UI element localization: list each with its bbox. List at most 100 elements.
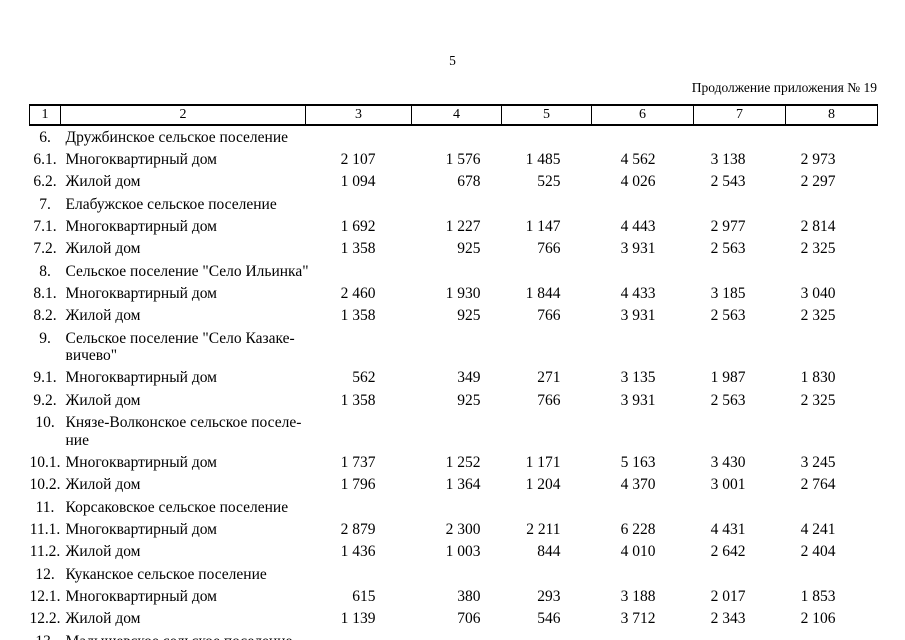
cell-value: 615 xyxy=(352,588,376,606)
cell-value xyxy=(306,563,412,585)
row-number: 10.1. xyxy=(29,453,61,471)
cell-value: 4 241 xyxy=(800,520,836,538)
row-label: Жилой дом xyxy=(61,474,306,496)
cell-value: 2 343 xyxy=(710,610,746,628)
cell-value: 4 370 xyxy=(620,476,656,494)
section-row: 8. Сельское поселение "Село Ильинка" xyxy=(30,260,878,282)
row-label: Корсаковское сельское поселение xyxy=(61,496,306,518)
cell-value: 3 931 xyxy=(620,240,656,258)
cell-value xyxy=(786,563,878,585)
cell-value xyxy=(694,630,786,640)
cell-value: 3 931 xyxy=(620,307,656,325)
cell-value: 2 325 xyxy=(800,391,836,409)
row-label-text: ние xyxy=(65,431,89,449)
row-label: Многоквартирный дом xyxy=(61,283,306,305)
cell-value: 3 001 xyxy=(710,476,746,494)
cell-value xyxy=(694,193,786,215)
row-label-text: Многоквартирный дом xyxy=(65,520,217,538)
cell-value xyxy=(502,630,592,640)
cell-value: 1 830 xyxy=(800,369,836,387)
cell-value xyxy=(592,630,694,640)
cell-value: 1 987 xyxy=(710,369,746,387)
cell-value: 2 764 xyxy=(800,476,836,494)
cell-value xyxy=(694,496,786,518)
row-number: 7. xyxy=(39,195,51,213)
cell-value: 1 139 xyxy=(340,610,376,628)
row-label-text: Многоквартирный дом xyxy=(65,285,217,303)
cell-value: 766 xyxy=(537,391,561,409)
row-number: 11. xyxy=(35,498,55,516)
cell-value: 1 796 xyxy=(340,476,376,494)
column-header-7: 7 xyxy=(693,104,786,126)
cell-value xyxy=(592,412,694,452)
cell-value: 1 227 xyxy=(445,217,481,235)
row-number: 8.2. xyxy=(33,307,57,325)
cell-value: 293 xyxy=(537,588,561,606)
cell-value: 925 xyxy=(457,240,481,258)
cell-value: 2 563 xyxy=(710,391,746,409)
cell-value: 4 443 xyxy=(620,217,656,235)
cell-value: 4 433 xyxy=(620,285,656,303)
cell-value: 1 692 xyxy=(340,217,376,235)
cell-value xyxy=(502,563,592,585)
cell-value: 1 003 xyxy=(445,543,481,561)
cell-value: 2 642 xyxy=(710,543,746,561)
row-number: 6. xyxy=(39,128,51,146)
cell-value xyxy=(592,260,694,282)
row-label: Жилой дом xyxy=(61,238,306,260)
cell-value xyxy=(694,412,786,452)
cell-value: 1 364 xyxy=(445,476,481,494)
row-number: 8.1. xyxy=(33,285,57,303)
cell-value xyxy=(306,327,412,367)
cell-value xyxy=(502,412,592,452)
table-row: 7.2. Жилой дом 1 358 925 766 3 931 2 563 2 325 xyxy=(30,238,878,260)
row-label: Жилой дом xyxy=(61,608,306,630)
cell-value xyxy=(592,496,694,518)
row-number: 11.1. xyxy=(29,520,61,538)
cell-value xyxy=(502,125,592,148)
cell-value: 1 485 xyxy=(525,150,561,168)
cell-value xyxy=(502,193,592,215)
row-label-text: Малышевское сельское поселение xyxy=(66,633,293,640)
row-label: Куканское сельское поселение xyxy=(61,563,306,585)
row-label: Многоквартирный дом xyxy=(61,518,306,540)
cell-value: 4 026 xyxy=(620,173,656,191)
cell-value: 2 325 xyxy=(800,240,836,258)
cell-value: 3 931 xyxy=(620,391,656,409)
cell-value: 546 xyxy=(537,610,561,628)
row-label-text: Жилой дом xyxy=(65,307,141,325)
cell-value xyxy=(306,630,412,640)
row-label-text: Жилой дом xyxy=(65,391,141,409)
row-number: 10.2. xyxy=(29,476,61,494)
row-label-text: Сельское поселение "Село Казаке- xyxy=(65,329,295,347)
cell-value: 844 xyxy=(537,543,561,561)
cell-value: 1 930 xyxy=(445,285,481,303)
section-row: 13. Малышевское сельское поселение xyxy=(30,630,878,640)
row-number: 6.2. xyxy=(33,173,57,191)
cell-value: 3 138 xyxy=(710,150,746,168)
row-number: 7.1. xyxy=(33,217,57,235)
column-header-2: 2 xyxy=(60,104,306,126)
column-header-6: 6 xyxy=(591,104,694,126)
row-number: 9. xyxy=(39,329,51,347)
table-row: 12.1. Многоквартирный дом 615 380 293 3 188 2 … xyxy=(30,586,878,608)
cell-value xyxy=(412,260,502,282)
column-header-1: 1 xyxy=(29,104,61,126)
row-label: Князе-Волконское сельское поселе-ние xyxy=(61,412,306,452)
row-label-text: Князе-Волконское сельское поселе- xyxy=(65,414,302,432)
cell-value: 562 xyxy=(352,369,376,387)
row-label-text: Многоквартирный дом xyxy=(65,588,217,606)
cell-value xyxy=(786,496,878,518)
column-header-3: 3 xyxy=(305,104,412,126)
row-number: 9.1. xyxy=(33,369,57,387)
cell-value: 766 xyxy=(537,240,561,258)
row-label-text: Жилой дом xyxy=(65,240,141,258)
cell-value: 1 576 xyxy=(445,150,481,168)
cell-value: 3 135 xyxy=(620,369,656,387)
page-number: 5 xyxy=(449,53,456,68)
cell-value: 1 737 xyxy=(340,453,376,471)
cell-value xyxy=(786,193,878,215)
row-label: Многоквартирный дом xyxy=(61,215,306,237)
cell-value: 2 297 xyxy=(800,173,836,191)
